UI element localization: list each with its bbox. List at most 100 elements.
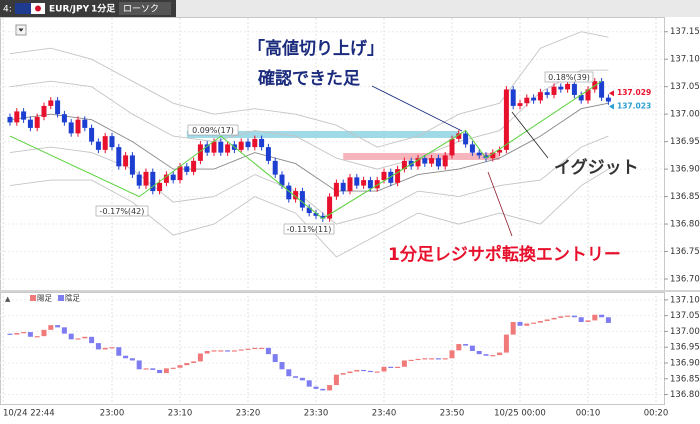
ha-body [116,347,122,356]
band-line [9,31,609,148]
x-tick-label: 10/25 00:00 [494,409,546,419]
ha-body [374,371,380,373]
chart-style-box[interactable] [119,2,171,15]
candle-body [204,144,210,153]
candle-body [510,89,516,106]
ha-body [7,333,13,335]
band-line [9,135,609,225]
ha-body [55,325,61,328]
candle-body [469,144,475,153]
ha-body [89,336,95,344]
ha-body [320,388,326,391]
band-line [9,102,609,192]
ha-body [490,355,496,357]
symbol[interactable]: EUR/JPY [49,5,90,15]
candle-body [61,114,67,123]
y-tick-label: 136.80 [670,390,700,400]
x-tick-label: 00:10 [576,409,601,419]
candle-body [184,166,190,172]
candle-body [320,215,326,219]
ha-body [313,386,319,389]
candle-body [245,141,251,148]
timeframe[interactable]: 1分足 [91,3,116,15]
panel-toggle[interactable]: ▲ [5,295,11,303]
ha-body [34,336,40,338]
candle-body [27,119,33,128]
ha-body [123,355,129,359]
ha-body [218,350,224,352]
annotation-arrow [487,171,513,237]
annotation-arrow [371,85,463,132]
ha-body [340,373,346,375]
y-tick-label: 136.95 [670,343,700,353]
flag-eu [15,3,31,14]
y-tick-label: 136.75 [670,247,700,257]
candle-body [537,92,543,101]
ha-body [191,361,197,363]
x-tick-label: 00:20 [644,409,669,419]
price-marker [609,90,614,97]
swing-label-box [95,205,149,217]
candle-body [429,158,435,164]
ha-body [544,319,550,322]
candle-body [483,155,489,159]
ha-body [599,314,605,318]
ha-body [293,376,299,378]
swing-label-box [283,223,335,235]
ha-body [354,369,360,372]
flag-jp-dot [35,5,41,12]
zigzag-line [9,80,602,220]
x-tick-label: 23:10 [168,409,193,419]
ha-body [61,327,67,334]
chart-style[interactable]: ローソク [123,4,159,15]
x-tick-label: 10/24 22:44 [3,409,55,419]
candle-body [415,158,421,167]
ha-body [75,338,81,340]
ha-body [435,358,441,360]
y-tick-label: 137.05 [670,311,700,321]
y-tick-label: 136.85 [670,374,700,384]
candle-body [68,122,74,134]
candle-body [497,149,503,153]
candle-body [75,119,81,134]
y-tick-label: 137.10 [670,295,700,305]
ha-body [170,367,176,369]
candle-body [102,136,108,150]
swing-label: 0.09%(17) [192,126,234,135]
candle-body [259,138,265,148]
annotation: 「高値切り上げ」 [248,38,384,59]
candle-body [605,97,611,102]
candle-body [435,158,441,167]
candle-body [191,160,197,172]
candle-body [95,141,101,150]
y-tick-label: 136.90 [670,358,700,368]
candle-body [34,116,40,128]
ha-body [48,325,54,330]
ha-body [361,369,367,372]
ha-body [136,360,142,370]
ha-body [272,354,278,363]
ha-body [367,370,373,373]
candle-body [197,144,203,161]
ha-body [347,371,353,374]
swing-label: -0.17%(42) [100,207,145,216]
ha-body [299,377,305,381]
ha-body [327,385,333,391]
ha-body [456,344,462,351]
band-line [9,69,609,170]
candle-body [442,155,448,167]
ha-body [483,354,489,356]
candle-body [89,127,95,142]
candle-body [517,103,523,106]
menu-arrow [18,28,24,32]
annotation-arrow [511,111,549,159]
ha-body [225,350,231,352]
candle-body [476,152,482,156]
candle-body [531,97,537,101]
ha-body [565,315,571,317]
candle-body [41,105,47,117]
candle-body [7,116,13,123]
ha-body [286,369,292,377]
annotation: 1分足レジサポ転換エントリー [388,244,621,265]
candle-body [170,174,176,181]
